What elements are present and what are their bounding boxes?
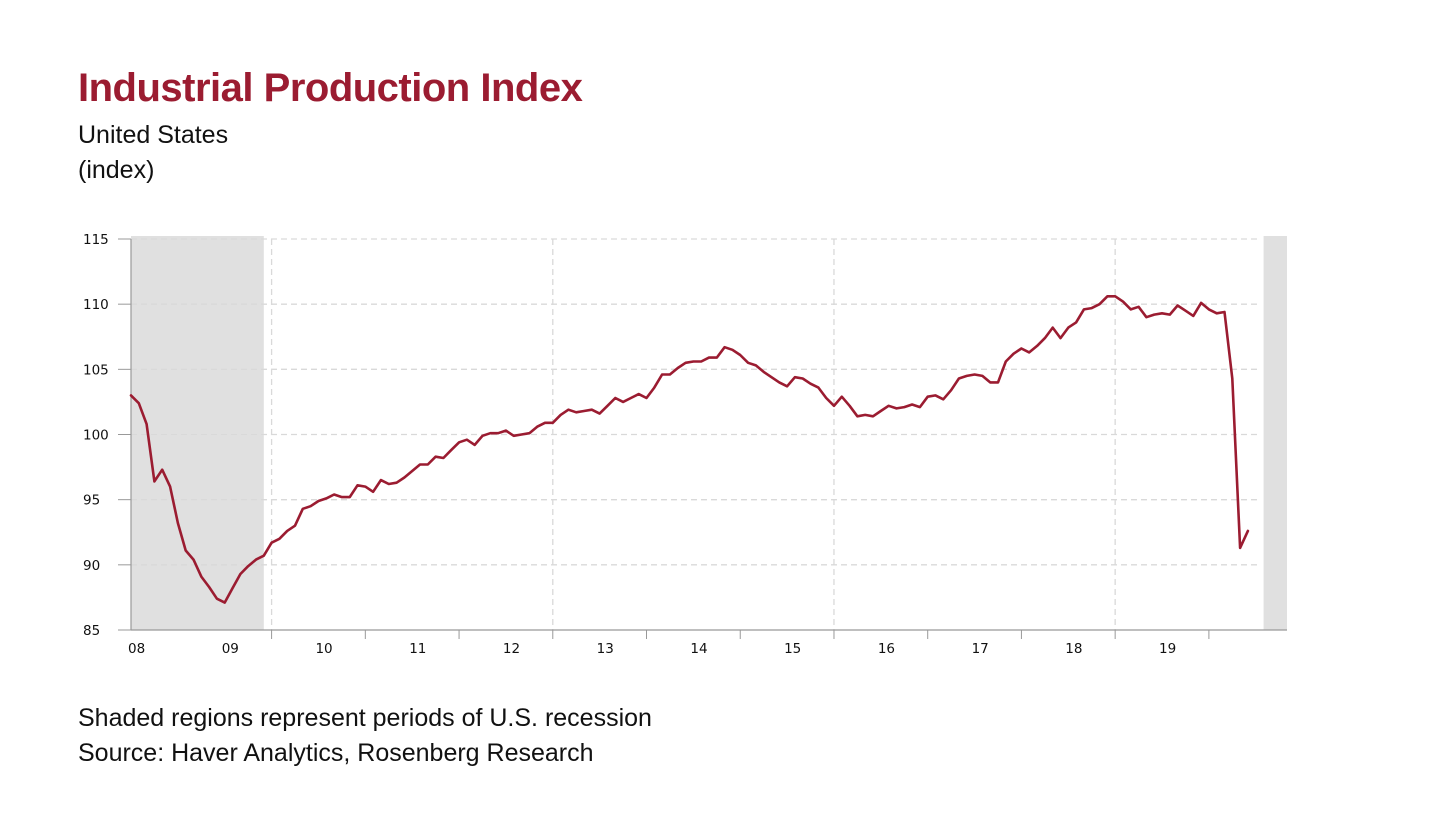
chart-subtitle: United States (78, 121, 229, 149)
y-tick-label: 95 (83, 493, 100, 509)
x-tick-label: 08 (128, 641, 145, 657)
y-tick-label: 100 (83, 428, 109, 444)
recession-band-2 (1263, 236, 1287, 630)
x-tick-label: 10 (315, 641, 332, 657)
chart-title: Industrial Production Index (78, 66, 583, 110)
x-tick-label: 18 (1065, 641, 1082, 657)
x-tick-label: 19 (1159, 641, 1176, 657)
y-tick-label: 90 (83, 558, 100, 574)
series-line (129, 294, 1250, 604)
recession-footnote: Shaded regions represent periods of U.S.… (78, 704, 652, 732)
axes: 85 90 95 100 105 110 115 08 09 10 11 12 13 14 15 16 17 18… (83, 232, 1287, 657)
x-tick-label: 13 (597, 641, 614, 657)
x-tick-label: 15 (784, 641, 801, 657)
gridlines (131, 238, 1259, 630)
x-tick-label: 12 (503, 641, 520, 657)
data-series (129, 294, 1250, 604)
x-tick-label: 11 (409, 641, 426, 657)
unit-label: (index) (78, 156, 155, 184)
y-tick-label: 105 (83, 362, 109, 378)
y-tick-label: 110 (83, 297, 109, 313)
source-note: Source: Haver Analytics, Rosenberg Resea… (78, 739, 594, 767)
y-tick-label: 115 (83, 232, 109, 248)
x-tick-label: 16 (878, 641, 895, 657)
y-tick-label: 85 (83, 623, 100, 639)
x-tick-label: 17 (972, 641, 989, 657)
x-tick-label: 14 (690, 641, 707, 657)
x-tick-label: 09 (222, 641, 239, 657)
